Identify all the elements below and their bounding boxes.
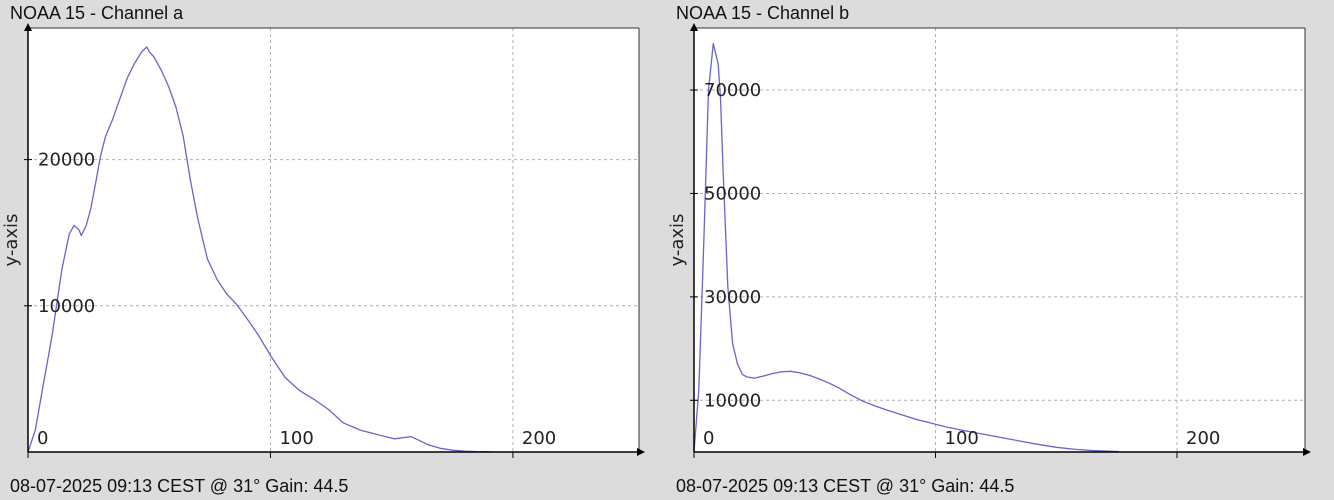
plot-background [694, 28, 1305, 452]
chart-title: NOAA 15 - Channel a [10, 3, 184, 23]
y-tick-label: 30000 [704, 287, 761, 308]
plot-area: 0 100 200 10000 20000 y-axis [1, 23, 645, 458]
y-tick-label: 50000 [704, 183, 761, 204]
y-tick-label: 70000 [704, 80, 761, 101]
plot-background [28, 28, 639, 452]
series-line [693, 42, 1120, 453]
chart-footer: 08-07-2025 09:13 CEST @ 31° Gain: 44.5 [10, 476, 349, 496]
series-line [27, 46, 494, 453]
y-tick-label: 10000 [704, 390, 761, 411]
y-tick-label: 10000 [38, 296, 95, 317]
x-tick-label: 0 [37, 428, 48, 449]
plot-area: 0 100 200 10000 30000 50000 70000 y-axis [667, 23, 1311, 458]
x-tick-label: 0 [703, 428, 714, 449]
chart-title: NOAA 15 - Channel b [676, 3, 850, 23]
x-tick-label: 200 [522, 428, 556, 449]
chart-panel-b: NOAA 15 - Channel b 0 100 200 10000 30000 500… [666, 0, 1334, 500]
chart-panel-a: NOAA 15 - Channel a 0 100 200 10000 20000 y-a… [0, 0, 666, 500]
x-tick-label: 200 [1186, 428, 1220, 449]
y-axis-arrow [24, 23, 32, 31]
x-tick-label: 100 [945, 428, 979, 449]
y-tick-label: 20000 [38, 150, 95, 171]
x-tick-label: 100 [279, 428, 313, 449]
y-axis-arrow [690, 23, 698, 31]
x-axis-arrow [637, 448, 645, 456]
y-axis-label: y-axis [667, 214, 688, 267]
chart-footer: 08-07-2025 09:13 CEST @ 31° Gain: 44.5 [676, 476, 1015, 496]
y-axis-label: y-axis [1, 214, 22, 267]
x-axis-arrow [1303, 448, 1311, 456]
